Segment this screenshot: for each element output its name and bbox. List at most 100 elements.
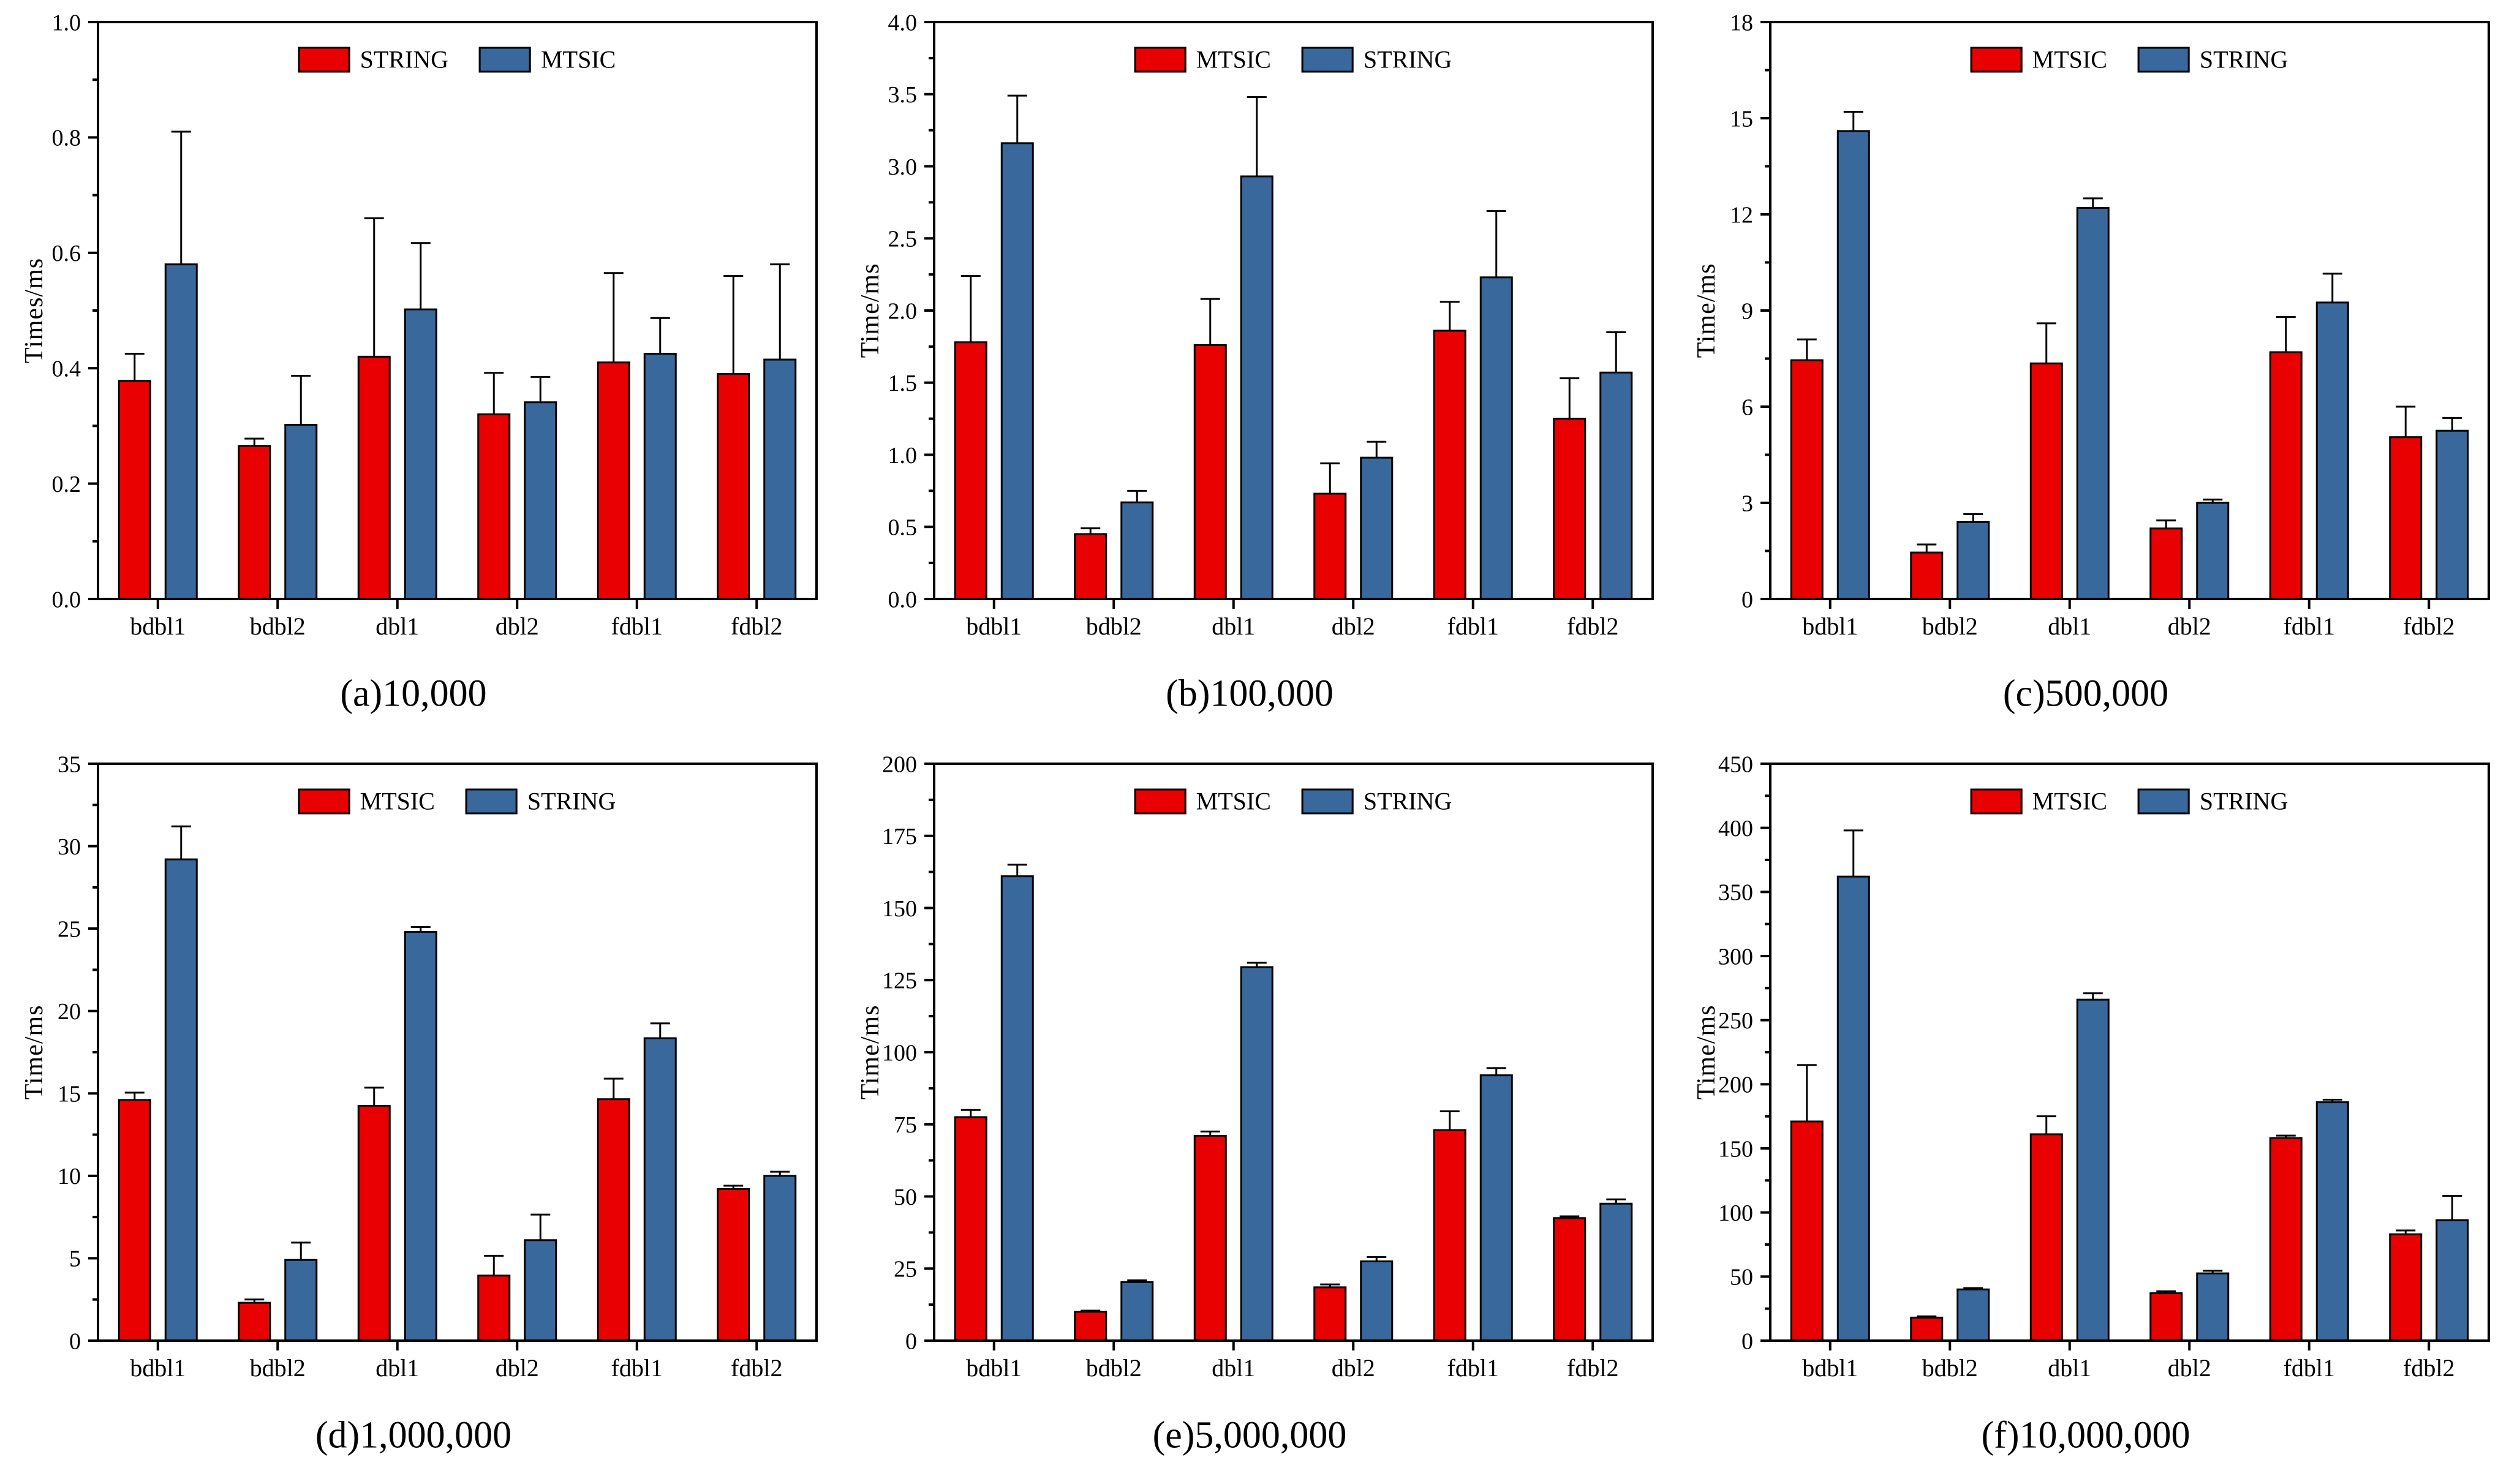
bar-string-fdbl2	[763, 1175, 797, 1342]
chart-f-canvas: 0 50 100 150 200 250 300 350 400 450 bdbl1 bdbl2 dbl…	[1718, 751, 2490, 1382]
bar-mtsic-dbl1	[2029, 362, 2063, 600]
y-tick-label: 1.0	[52, 10, 81, 36]
bar-mtsic-fdbl2	[1553, 1217, 1587, 1342]
y-tick-label: 400	[1718, 816, 1753, 842]
bar-mtsic-dbl1	[1193, 1135, 1227, 1342]
y-tick-label: 200	[1718, 1072, 1753, 1098]
chart-f-10000000: 0 50 100 150 200 250 300 350 400 450 bdbl1 bdbl2 dbl…	[1672, 742, 2509, 1484]
x-tick-label: dbl2	[2168, 612, 2211, 640]
bar-mtsic-fdbl2	[1553, 418, 1587, 600]
bar-mtsic-dbl2	[524, 401, 557, 600]
plot-border	[97, 21, 818, 600]
x-tick-label: fdbl2	[1567, 1354, 1618, 1382]
y-tick-label: 125	[882, 968, 917, 994]
bar-string-dbl2	[1360, 456, 1394, 600]
bar-string-dbl1	[357, 355, 391, 600]
x-tick-label: bdbl2	[1086, 1354, 1142, 1382]
legend-entry: STRING	[2137, 787, 2288, 816]
y-axis-title: Times/ms	[20, 257, 48, 364]
chart-e-5000000: 0 25 50 75 100 125 150 175 200 bdbl1 bdbl2 dbl1 dbl2…	[836, 742, 1672, 1484]
y-tick-label: 15	[1730, 106, 1753, 132]
legend-label: STRING	[2199, 45, 2288, 73]
y-tick-label: 3	[1741, 491, 1753, 516]
x-tick-label: fdbl2	[2403, 612, 2454, 640]
x-tick-label: dbl2	[496, 1354, 539, 1382]
y-tick-label: 1.5	[888, 371, 918, 396]
x-tick-label: dbl2	[1332, 612, 1375, 640]
y-tick-label: 4.0	[888, 10, 918, 36]
bar-mtsic-fdbl2	[717, 1188, 750, 1342]
bar-string-fdbl2	[2435, 429, 2469, 600]
chart-c-500000: 0 3 6 9 12 15 18 bdbl1 bdbl2 dbl1 dbl2 fdbl1 fdbl2 T…	[1672, 0, 2509, 742]
y-axis-title: Time/ms	[856, 263, 885, 358]
legend-entry: STRING	[1301, 787, 1452, 816]
y-tick-label: 75	[894, 1112, 917, 1138]
bar-mtsic-bdbl2	[1074, 533, 1107, 600]
legend-entry: MTSIC	[1134, 787, 1271, 816]
bar-mtsic-bdbl2	[284, 424, 318, 600]
bar-mtsic-bdbl1	[1790, 1120, 1824, 1342]
bar-mtsic-bdbl2	[238, 1301, 271, 1342]
bar-string-bdbl2	[1956, 521, 1990, 600]
bar-mtsic-bdbl1	[164, 263, 198, 600]
bar-string-bdbl2	[1956, 1288, 1990, 1342]
y-tick-label: 0.8	[52, 126, 81, 151]
y-tick-label: 25	[894, 1257, 917, 1282]
bar-mtsic-dbl2	[1313, 1286, 1347, 1342]
legend-entry: MTSIC	[479, 45, 616, 74]
bar-mtsic-fdbl1	[2269, 351, 2303, 600]
bar-string-bdbl1	[1836, 875, 1870, 1342]
y-tick-label: 0	[1741, 587, 1753, 612]
bar-mtsic-fdbl1	[597, 1098, 630, 1342]
plot-border	[1769, 21, 2490, 600]
x-tick-label: bdbl2	[250, 612, 306, 640]
x-tick-label: dbl2	[496, 612, 539, 640]
y-tick-label: 1.0	[888, 443, 918, 469]
bar-mtsic-bdbl1	[1790, 359, 1824, 600]
chart-d-canvas: 0 5 10 15 20 25 30 35 bdbl1 bdbl2 dbl1 dbl2 fdbl1 fdb…	[58, 751, 818, 1382]
legend-label: MTSIC	[1196, 787, 1271, 815]
bar-string-fdbl1	[1479, 276, 1513, 600]
bar-string-dbl1	[1240, 966, 1273, 1342]
x-tick-label: fdbl2	[731, 612, 782, 640]
y-tick-label: 35	[58, 751, 81, 777]
bar-mtsic-fdbl2	[763, 358, 797, 600]
legend: MTSIC STRING	[1134, 787, 1452, 816]
x-tick-label: fdbl1	[611, 612, 663, 640]
bar-mtsic-fdbl1	[2269, 1137, 2303, 1342]
bar-mtsic-bdbl1	[118, 1099, 151, 1342]
y-tick-label: 150	[1718, 1136, 1753, 1162]
y-tick-label: 0.2	[52, 472, 81, 497]
y-tick-label: 0.6	[52, 241, 81, 266]
chart-d-1000000: 0 5 10 15 20 25 30 35 bdbl1 bdbl2 dbl1 dbl2 fdbl1 fdb…	[0, 742, 836, 1484]
x-tick-label: fdbl1	[1447, 1354, 1499, 1382]
chart-a-canvas: 0.0 0.2 0.4 0.6 0.8 1.0 bdbl1 bdbl2 dbl1 dbl2 fdbl…	[52, 10, 818, 640]
bar-string-fdbl2	[1599, 371, 1633, 600]
bar-string-bdbl1	[1000, 875, 1034, 1342]
bar-mtsic-dbl2	[2149, 1292, 2183, 1342]
y-tick-label: 100	[882, 1040, 917, 1066]
x-tick-label: fdbl1	[1447, 612, 1499, 640]
legend-swatch-blue	[1301, 47, 1354, 72]
bar-string-fdbl1	[1479, 1074, 1513, 1342]
legend-swatch-red	[1134, 788, 1187, 814]
legend-swatch-blue	[1301, 788, 1354, 814]
x-tick-label: fdbl1	[2284, 612, 2335, 640]
y-axis-title: Time/ms	[1692, 263, 1721, 358]
legend-entry: MTSIC	[1970, 45, 2107, 74]
chart-caption: (a)10,000	[340, 672, 487, 715]
legend-entry: STRING	[2137, 45, 2288, 74]
bar-mtsic-dbl1	[2029, 1133, 2063, 1342]
bar-string-bdbl2	[238, 445, 271, 600]
bar-mtsic-fdbl2	[2389, 436, 2423, 600]
bar-mtsic-fdbl2	[2389, 1233, 2423, 1342]
y-tick-label: 0.5	[888, 515, 918, 541]
bar-string-dbl2	[1360, 1260, 1394, 1342]
y-tick-label: 2.5	[888, 227, 918, 252]
chart-caption: (e)5,000,000	[1152, 1414, 1347, 1456]
y-axis-title: Time/ms	[1692, 1004, 1721, 1100]
x-tick-label: bdbl1	[1802, 612, 1858, 640]
plot-border	[933, 763, 1654, 1342]
x-tick-label: bdbl2	[1922, 612, 1978, 640]
bar-string-fdbl1	[597, 361, 630, 600]
